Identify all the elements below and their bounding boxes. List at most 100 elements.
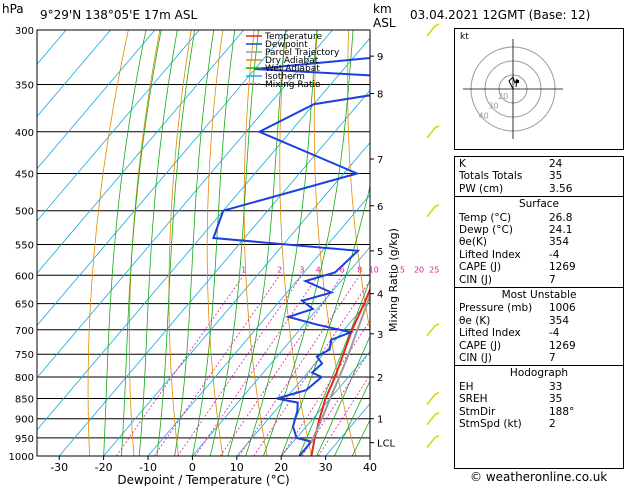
surface-heading: Surface — [518, 198, 559, 211]
surface-row: Lifted Index -4 — [455, 249, 623, 262]
isotherm-line — [37, 30, 289, 327]
background-lines — [37, 30, 370, 456]
x-tick-label: 0 — [189, 461, 196, 474]
wind-barb — [426, 412, 440, 426]
storm-motion-marker — [516, 80, 519, 83]
mixing-ratio-label: 2 — [277, 265, 282, 274]
isotherm-line — [58, 89, 370, 456]
legend-label: Temperature — [264, 32, 322, 42]
legend-label: Isotherm — [265, 72, 305, 82]
mixing-ratio-label: 10 — [369, 265, 379, 274]
height-unit-label: km — [373, 2, 392, 16]
pressure-tick-label: 750 — [15, 350, 34, 361]
most-unstable-row: CAPE (J) 1269 — [455, 340, 623, 353]
series-dewpoint — [212, 56, 370, 456]
wind-barb — [426, 125, 440, 139]
wind-barb — [426, 323, 440, 337]
height-tick-label: 8 — [377, 90, 383, 101]
x-tick-label: 40 — [363, 461, 377, 474]
location-label: 9°29'N 138°05'E 17m ASL — [40, 8, 198, 22]
index-value: 2 — [549, 418, 556, 430]
mixing-ratio-label: 15 — [395, 265, 405, 274]
indices-panel: K 24 Totals Totals 35 PW (cm) 3.56 Surface Temp… — [454, 156, 624, 469]
pressure-tick-label: 350 — [15, 81, 34, 92]
most-unstable-row: θe (K) 354 — [455, 315, 623, 328]
pressure-tick-label: 450 — [15, 169, 34, 180]
mixing-ratio-line — [301, 349, 370, 456]
x-tick-label: 10 — [230, 461, 244, 474]
pressure-tick-label: 500 — [15, 207, 34, 218]
index-value: 26.8 — [549, 211, 573, 224]
x-tick-label: -30 — [50, 461, 68, 474]
wet-adiabat-line — [316, 335, 370, 456]
datetime-label: 03.04.2021 12GMT (Base: 12) — [410, 8, 591, 22]
legend-label: Dry Adiabat — [265, 56, 319, 66]
pressure-tick-label: 400 — [15, 128, 34, 139]
wet-adiabat-line — [138, 30, 178, 456]
most-unstable-heading: Most Unstable — [501, 289, 577, 301]
mixing-ratio-line — [281, 319, 370, 456]
legend-label: Mixing Ratio — [265, 80, 321, 90]
index-key: StmSpd (kt) — [459, 418, 522, 430]
height-tick-label: 2 — [377, 373, 383, 384]
hodograph-unit-label: kt — [460, 32, 469, 42]
height-tick-label: 5 — [377, 247, 383, 258]
wet-adiabat-line — [121, 30, 162, 456]
hodograph-ring-label: 20 — [498, 92, 508, 101]
mixing-ratio-line — [177, 275, 303, 456]
wind-barb — [426, 23, 440, 37]
index-value: 7 — [549, 273, 556, 286]
height-unit-sub-label: ASL — [373, 16, 396, 30]
surface-row: θe(K) 354 — [455, 236, 623, 249]
x-axis-title: Dewpoint / Temperature (°C) — [117, 473, 289, 486]
index-value: 1269 — [549, 261, 576, 274]
index-key: Lifted Index — [459, 248, 521, 261]
isotherm-line — [37, 30, 156, 170]
pressure-unit-label: hPa — [2, 2, 24, 16]
wet-adiabat-line — [280, 184, 370, 456]
wet-adiabat-line — [174, 30, 215, 456]
pressure-tick-label: 950 — [15, 434, 34, 445]
pressure-tick-label: 600 — [15, 271, 34, 282]
legend-label: Dewpoint — [265, 40, 308, 50]
wet-adiabat-line — [209, 30, 259, 456]
pressure-tick-label: 800 — [15, 373, 34, 384]
wet-adiabat-line — [227, 30, 286, 456]
dry-adiabat-line — [347, 30, 370, 333]
mixing-ratio-line — [153, 275, 280, 456]
index-key: Pressure (mb) — [459, 302, 533, 315]
height-tick-label: 1 — [377, 415, 383, 426]
index-value: 188° — [549, 405, 575, 418]
index-key: θe(K) — [459, 236, 487, 249]
mixing-ratio-line — [238, 275, 361, 456]
hodograph-row: StmDir 188° — [455, 406, 623, 419]
mixing-ratio-label: 20 — [414, 265, 424, 274]
index-key: Lifted Index — [459, 327, 521, 340]
index-key: Temp (°C) — [459, 211, 512, 224]
wet-adiabat-line — [192, 30, 236, 456]
index-value: -4 — [549, 327, 560, 340]
height-tick-label: 3 — [377, 330, 383, 341]
hodograph-ring-label: 40 — [479, 111, 489, 120]
hodograph-ring-label: 30 — [488, 102, 498, 111]
mixing-ratio-label: 8 — [357, 265, 362, 274]
index-separator — [455, 287, 623, 288]
pressure-tick-label: 300 — [15, 26, 34, 37]
x-tick-label: -10 — [139, 461, 157, 474]
surface-row: CIN (J) 7 — [455, 274, 623, 287]
x-tick-label: -20 — [95, 461, 113, 474]
mixing-ratio-label: 4 — [316, 265, 321, 274]
wet-adiabat-line — [156, 30, 196, 456]
index-key: PW (cm) — [459, 182, 504, 195]
series-parcel-trajectory — [310, 292, 370, 444]
index-value: 354 — [549, 314, 570, 327]
surface-row: Dewp (°C) 24.1 — [455, 224, 623, 237]
index-separator — [455, 365, 623, 367]
index-value: 354 — [549, 236, 570, 249]
wet-adiabat-line — [245, 30, 318, 456]
pressure-tick-label: 700 — [15, 326, 34, 337]
wind-barb — [426, 391, 440, 405]
series-lines — [212, 56, 370, 456]
